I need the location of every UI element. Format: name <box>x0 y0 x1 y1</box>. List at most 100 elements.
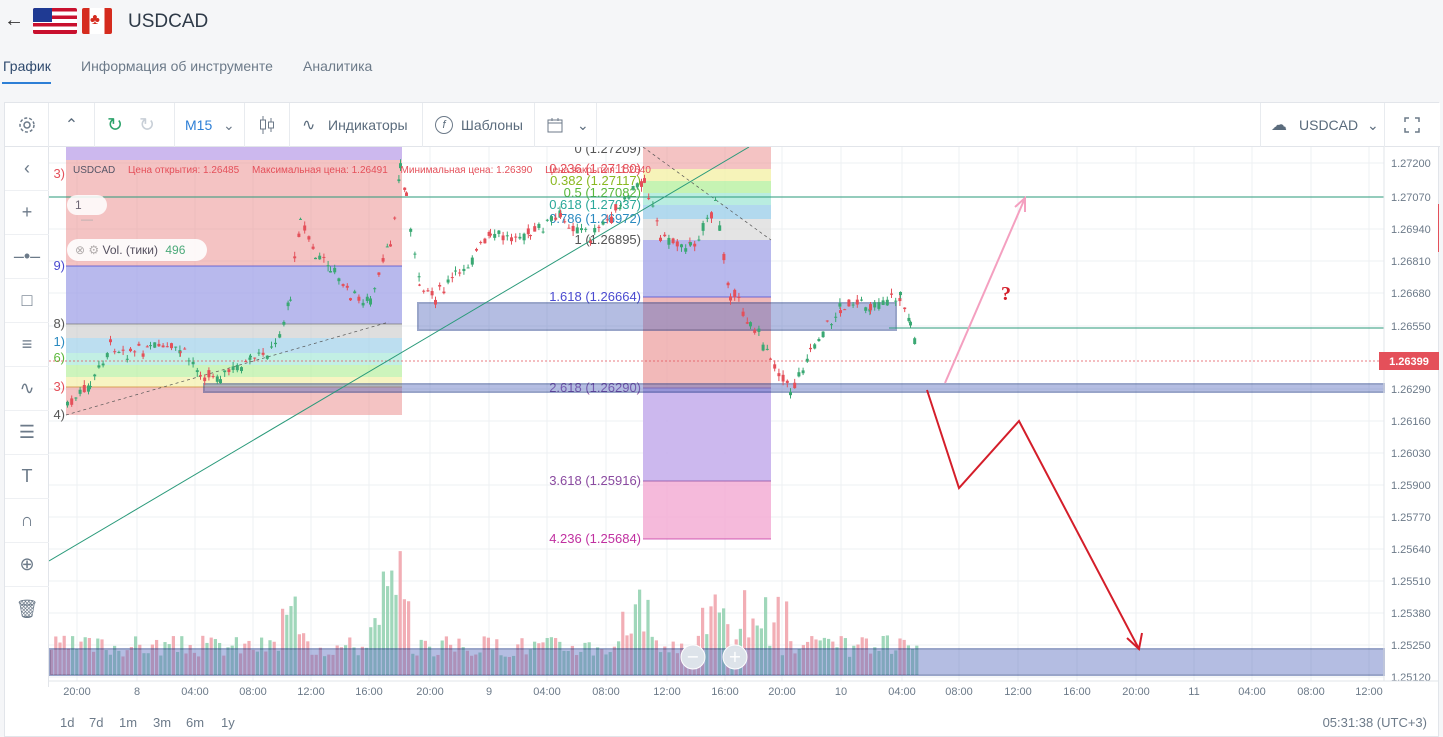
calendar-select[interactable]: ⌄ <box>535 103 597 147</box>
candle-body <box>729 296 732 301</box>
candle-body <box>623 197 627 200</box>
volume-bar <box>83 637 87 675</box>
candle-body <box>851 304 855 306</box>
crosshair-icon[interactable]: + <box>5 191 49 235</box>
volume-bar <box>323 656 327 675</box>
period-1y[interactable]: 1y <box>221 715 235 730</box>
volume-bar <box>642 631 646 675</box>
volume-bar <box>785 601 789 675</box>
chevron-up-icon[interactable]: ⌃ <box>49 103 95 147</box>
volume-bar <box>356 655 360 675</box>
candle-body <box>663 234 667 237</box>
price-tick-label: 1.26290 <box>1391 384 1431 396</box>
rectangle-tool-icon[interactable]: □ <box>5 279 49 323</box>
period-1m[interactable]: 1m <box>119 715 138 730</box>
templates-button[interactable]: f Шаблоны <box>423 103 535 147</box>
volume-bar <box>66 648 70 675</box>
volume-bar <box>801 645 805 675</box>
timeframe-select[interactable]: M15 ⌄ <box>175 103 245 147</box>
candle-body <box>157 343 161 347</box>
settings-gear-icon[interactable] <box>5 103 49 147</box>
tab-analytics[interactable]: Аналитика <box>303 58 373 74</box>
period-1d[interactable]: 1d <box>60 715 75 730</box>
layer-number: 1 <box>75 198 82 212</box>
trash-icon[interactable]: 🗑 <box>15 598 39 619</box>
volume-bar <box>793 653 797 675</box>
fib-extension-right <box>642 147 772 540</box>
candle-body <box>497 230 501 234</box>
volume-bar <box>558 641 562 675</box>
candle-body <box>847 299 851 307</box>
close-icon[interactable]: ⊗ <box>75 243 86 257</box>
arrow-left-icon[interactable]: ← <box>4 9 24 31</box>
period-bar: 1d 7d 1m 3m 6m 1y 05:31:38 (UTC+3) <box>49 707 1439 737</box>
line-tool-icon[interactable]: –•– <box>5 235 49 279</box>
indicators-button[interactable]: ∿ Индикаторы <box>290 103 423 147</box>
undo-icon[interactable]: ↻ <box>107 114 123 136</box>
tab-chart[interactable]: График <box>3 58 51 74</box>
volume-bar <box>549 637 553 675</box>
period-3m[interactable]: 3m <box>153 715 172 730</box>
volume-bar <box>386 586 390 675</box>
text-tool-icon[interactable]: T <box>5 455 49 499</box>
candle-body <box>838 303 842 307</box>
volume-bar <box>436 654 440 675</box>
volume-bar <box>449 644 453 675</box>
candle-body <box>718 225 722 231</box>
fib-level-label: 0.786 (1.26972) <box>549 211 641 226</box>
period-7d[interactable]: 7d <box>89 715 104 730</box>
volume-bar <box>633 604 637 675</box>
time-tick-label: 04:00 <box>533 686 561 698</box>
volume-bar <box>533 641 537 675</box>
candle-body <box>737 296 741 299</box>
magnet-icon[interactable]: ∩ <box>5 499 49 543</box>
pattern-tool-icon[interactable]: ∿ <box>5 367 49 411</box>
layer-badge[interactable]: 1— <box>67 195 107 226</box>
candle-body <box>773 364 777 369</box>
tab-instrument-info[interactable]: Информация об инструменте <box>81 58 273 74</box>
fibonacci-tool-icon[interactable]: ≡ <box>5 323 49 367</box>
volume-bar <box>705 634 709 675</box>
gear-icon[interactable]: ⚙ <box>88 243 100 257</box>
fullscreen-icon[interactable] <box>1385 103 1439 147</box>
candle-body <box>434 299 437 305</box>
candle-body <box>877 302 881 309</box>
candle-body <box>125 358 129 360</box>
candle-body <box>187 360 191 362</box>
channels-tool-icon[interactable]: ☰ <box>5 411 49 455</box>
volume-bar <box>885 635 889 675</box>
redo-icon[interactable]: ↻ <box>139 114 155 136</box>
candle-body <box>113 351 117 353</box>
volume-bar <box>411 653 415 675</box>
volume-bar <box>873 647 877 675</box>
trend-line[interactable] <box>49 147 750 562</box>
volume-bar <box>612 646 616 675</box>
period-6m[interactable]: 6m <box>186 715 205 730</box>
candle-body <box>518 236 522 239</box>
candle-body <box>601 221 605 225</box>
zoom-out-button[interactable]: − <box>680 644 706 670</box>
candle-body <box>514 236 518 238</box>
candle-body <box>105 353 109 358</box>
volume-bar <box>478 652 482 675</box>
candle-body <box>170 343 173 349</box>
volume-bar <box>415 655 419 675</box>
candlestick-type-icon[interactable] <box>245 103 290 147</box>
zoom-in-button[interactable]: + <box>722 644 748 670</box>
candle-body <box>563 221 567 223</box>
volume-bar <box>264 651 268 675</box>
fib-left-level-label: 6) <box>53 350 65 365</box>
time-tick-label: 08:00 <box>1297 686 1325 698</box>
candle-body <box>627 196 631 199</box>
volume-bar <box>554 638 558 675</box>
candle-body <box>643 178 646 183</box>
candle-body <box>647 198 651 200</box>
candle-body <box>593 227 597 233</box>
collapse-chevron-left-icon[interactable]: ‹ <box>5 147 49 191</box>
volume-indicator-badge[interactable]: ⊗ ⚙ Vol. (тики) 496 <box>67 239 207 261</box>
candle-body <box>333 267 337 273</box>
zoom-icon[interactable]: ⊕ <box>5 543 49 587</box>
price-chart[interactable]: 3) 9) 8) 1)6) 3) 4) 0 (1.27209) 0.236 (1.27180… <box>49 147 1439 707</box>
volume-bar <box>470 655 474 675</box>
symbol-select[interactable]: ☁ USDCAD ⌄ <box>1260 103 1385 147</box>
